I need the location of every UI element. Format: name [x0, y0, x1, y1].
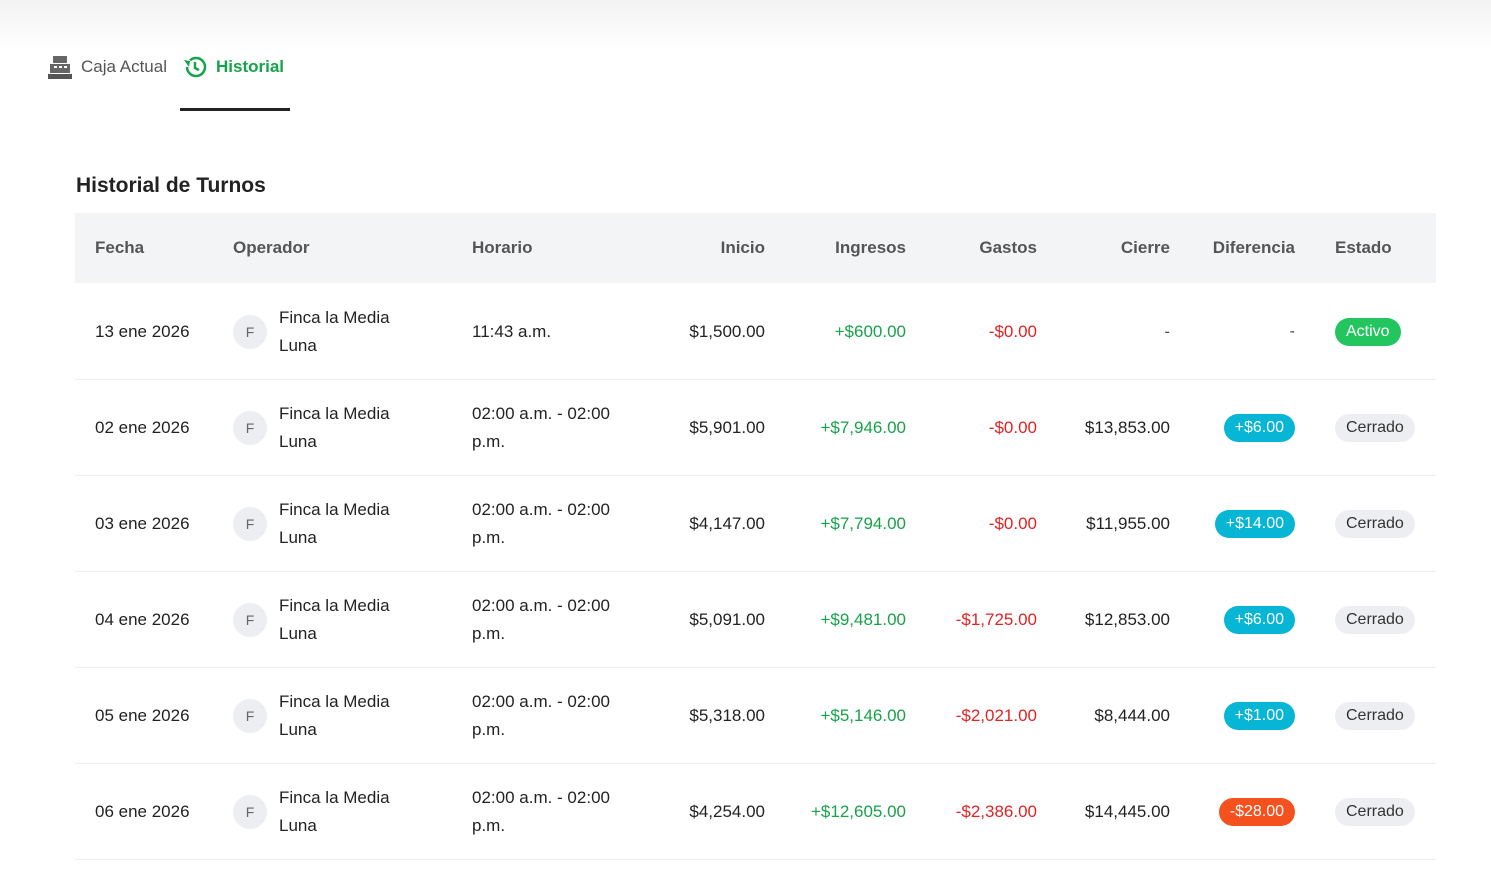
cierre: - [1164, 321, 1170, 341]
avatar: F [233, 795, 267, 829]
table-row: 05 ene 2026 F Finca la Media Luna 02:00 a.m… [75, 668, 1436, 764]
fecha: 06 ene 2026 [95, 801, 190, 821]
column-header: Diferencia [1212, 238, 1295, 257]
operator: Finca la Media Luna [279, 499, 390, 547]
horario: 02:00 a.m. - 02:00 p.m. [472, 787, 610, 835]
diferencia-badge: +$14.00 [1214, 509, 1295, 538]
diferencia-badge: -$28.00 [1218, 797, 1295, 826]
estado-cell: Cerrado [1335, 764, 1435, 859]
avatar: F [233, 699, 267, 733]
estado-cell: Cerrado [1335, 380, 1435, 475]
column-header: Ingresos [835, 238, 906, 257]
estado-badge: Cerrado [1335, 701, 1415, 730]
diferencia-cell: +$6.00 [1175, 572, 1295, 667]
ingresos: +$7,946.00 [820, 417, 906, 437]
column-header: Operador [233, 238, 310, 257]
gastos: -$2,386.00 [955, 801, 1037, 821]
cierre: $14,445.00 [1084, 801, 1170, 821]
cierre: $12,853.00 [1084, 609, 1170, 629]
tab-label: Historial [216, 57, 285, 76]
gastos: -$0.00 [988, 417, 1037, 437]
avatar: F [233, 315, 267, 349]
diferencia-cell: +$14.00 [1175, 476, 1295, 571]
operator: Finca la Media Luna [279, 403, 390, 451]
avatar: F [233, 411, 267, 445]
column-header: Gastos [979, 238, 1037, 257]
cierre: $13,853.00 [1084, 417, 1170, 437]
diferencia-cell: +$1.00 [1175, 668, 1295, 763]
operator: Finca la Media Luna [279, 691, 390, 739]
diferencia-badge: +$1.00 [1223, 701, 1295, 730]
operator: Finca la Media Luna [279, 307, 390, 355]
inicio: $4,147.00 [689, 513, 765, 533]
gastos: -$0.00 [988, 513, 1037, 533]
avatar: F [233, 603, 267, 637]
inicio: $4,254.00 [689, 801, 765, 821]
estado-badge: Cerrado [1335, 797, 1415, 826]
gastos: -$2,021.00 [955, 705, 1037, 725]
tab-historial[interactable]: Historial [182, 54, 284, 80]
diferencia-badge: - [1289, 322, 1295, 340]
ingresos: +$5,146.00 [820, 705, 906, 725]
inicio: $5,091.00 [689, 609, 765, 629]
column-header: Estado [1335, 238, 1392, 257]
estado-badge: Cerrado [1335, 509, 1415, 538]
column-header: Fecha [95, 238, 145, 257]
estado-cell: Cerrado [1335, 476, 1435, 571]
column-header: Cierre [1120, 238, 1170, 257]
fecha: 03 ene 2026 [95, 513, 190, 533]
table-row: 04 ene 2026 F Finca la Media Luna 02:00 a.m… [75, 572, 1436, 668]
diferencia-badge: +$6.00 [1223, 413, 1295, 442]
table-header [75, 213, 1436, 283]
diferencia-cell: +$6.00 [1175, 380, 1295, 475]
ingresos: +$600.00 [834, 321, 906, 341]
tab-caja[interactable]: Caja Actual [47, 54, 167, 80]
table-row: 13 ene 2026 F Finca la Media Luna 11:43 a.m… [75, 284, 1436, 380]
horario: 11:43 a.m. [472, 321, 552, 341]
gastos: -$1,725.00 [955, 609, 1037, 629]
inicio: $1,500.00 [689, 321, 765, 341]
fecha: 05 ene 2026 [95, 705, 190, 725]
operator: Finca la Media Luna [279, 595, 390, 643]
cierre: $11,955.00 [1086, 513, 1170, 533]
ingresos: +$12,605.00 [810, 801, 906, 821]
fecha: 02 ene 2026 [95, 417, 190, 437]
register-icon [48, 56, 72, 79]
horario: 02:00 a.m. - 02:00 p.m. [472, 691, 610, 739]
gastos: -$0.00 [988, 321, 1037, 341]
estado-cell: Cerrado [1335, 668, 1435, 763]
diferencia-badge: +$6.00 [1223, 605, 1295, 634]
tab-underline [180, 108, 290, 111]
cierre: $8,444.00 [1094, 705, 1170, 725]
inicio: $5,901.00 [689, 417, 765, 437]
ingresos: +$9,481.00 [820, 609, 906, 629]
horario: 02:00 a.m. - 02:00 p.m. [472, 499, 610, 547]
tab-label: Caja Actual [81, 57, 167, 76]
estado-cell: Cerrado [1335, 572, 1435, 667]
estado-badge: Cerrado [1335, 605, 1415, 634]
fecha: 04 ene 2026 [95, 609, 190, 629]
horario: 02:00 a.m. - 02:00 p.m. [472, 403, 610, 451]
diferencia-cell: -$28.00 [1175, 764, 1295, 859]
table-row: 02 ene 2026 F Finca la Media Luna 02:00 a.m… [75, 380, 1436, 476]
estado-badge: Activo [1335, 317, 1401, 346]
table-row: 06 ene 2026 F Finca la Media Luna 02:00 a.m… [75, 764, 1436, 860]
estado-cell: Activo [1335, 284, 1435, 379]
inicio: $5,318.00 [689, 705, 765, 725]
column-header: Inicio [720, 238, 765, 257]
column-header: Horario [472, 238, 533, 257]
estado-badge: Cerrado [1335, 413, 1415, 442]
operator: Finca la Media Luna [279, 787, 390, 835]
horario: 02:00 a.m. - 02:00 p.m. [472, 595, 610, 643]
diferencia-cell: - [1175, 284, 1295, 379]
table-row: 03 ene 2026 F Finca la Media Luna 02:00 a.m… [75, 476, 1436, 572]
ingresos: +$7,794.00 [820, 513, 906, 533]
history-icon [184, 56, 207, 78]
fecha: 13 ene 2026 [95, 321, 190, 341]
avatar: F [233, 507, 267, 541]
section-title: Historial de Turnos [76, 174, 266, 197]
